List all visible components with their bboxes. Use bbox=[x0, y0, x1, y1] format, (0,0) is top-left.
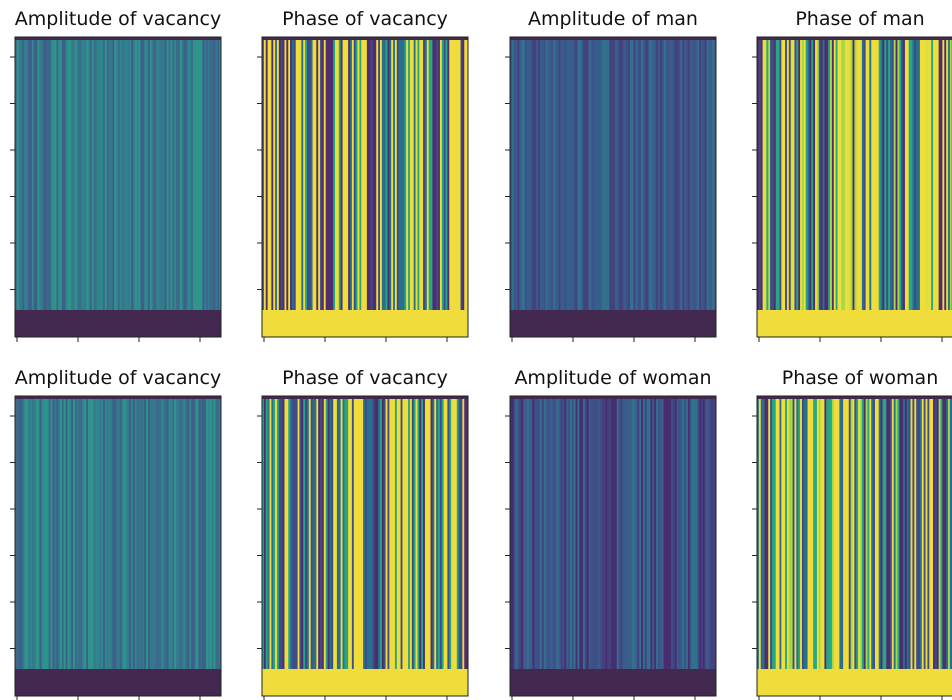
panel: Amplitude of vacancy bbox=[10, 367, 221, 700]
panel-title: Phase of man bbox=[795, 8, 924, 30]
heatmap-band bbox=[757, 669, 952, 696]
panel-title: Amplitude of woman bbox=[514, 367, 711, 389]
panel: Amplitude of vacancy bbox=[10, 8, 221, 342]
panel: Phase of woman bbox=[752, 367, 952, 700]
heatmap-band bbox=[510, 669, 716, 696]
panel: Amplitude of woman bbox=[505, 367, 716, 700]
panel-title: Amplitude of vacancy bbox=[15, 8, 221, 30]
panel-title: Amplitude of man bbox=[528, 8, 698, 30]
panel: Amplitude of man bbox=[505, 8, 716, 342]
heatmap-band bbox=[510, 310, 716, 337]
heatmap-band bbox=[15, 669, 221, 696]
panel: Phase of vacancy bbox=[257, 8, 468, 342]
panel: Phase of vacancy bbox=[257, 367, 468, 700]
panel-title: Phase of vacancy bbox=[282, 8, 448, 30]
panel-title: Amplitude of vacancy bbox=[15, 367, 221, 389]
heatmap-band bbox=[15, 310, 221, 337]
panel-title: Phase of vacancy bbox=[282, 367, 448, 389]
panel: Phase of man bbox=[752, 8, 952, 342]
heatmap-band bbox=[262, 310, 468, 337]
panel-title: Phase of woman bbox=[782, 367, 938, 389]
heatmap-band bbox=[757, 310, 952, 337]
heatmap-band bbox=[262, 669, 468, 696]
figure: Amplitude of vacancy Phase of vacancy Ampl… bbox=[0, 0, 952, 700]
